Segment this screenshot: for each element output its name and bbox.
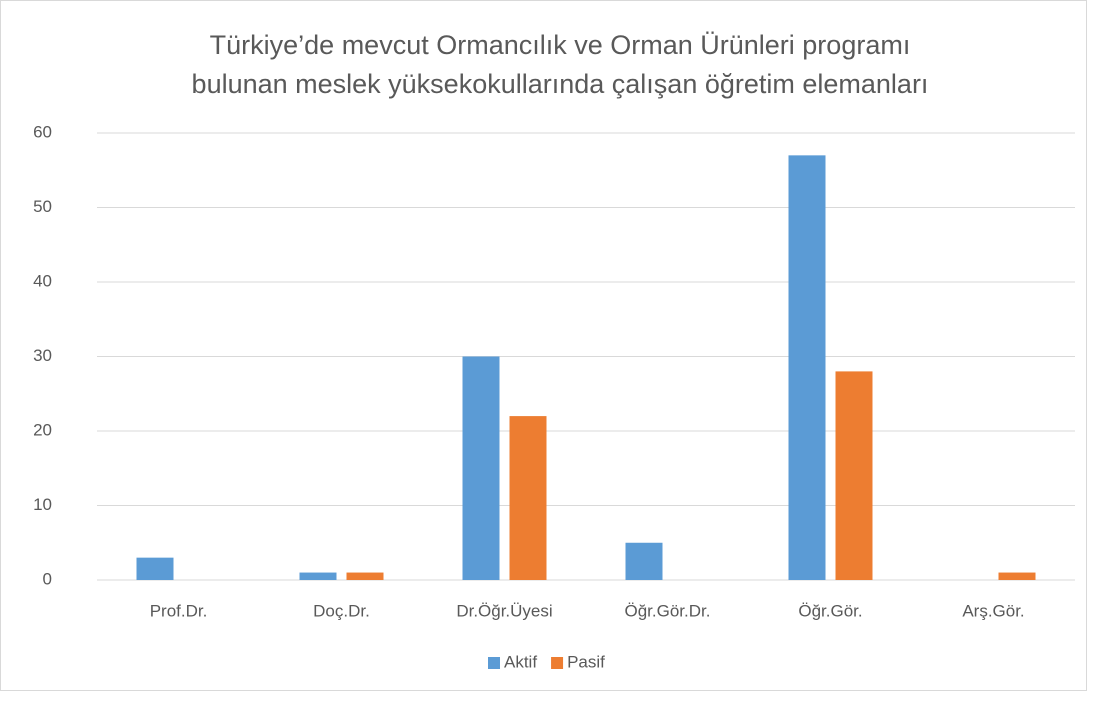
bar [462,356,500,580]
x-tick-label: Dr.Öğr.Üyesi [456,601,552,620]
x-tick-label: Prof.Dr. [150,601,208,620]
y-tick-label: 40 [33,271,52,290]
y-tick-label: 50 [33,197,52,216]
y-tick-label: 30 [33,346,52,365]
legend-swatch [488,657,500,669]
bar [788,155,826,580]
x-tick-label: Öğr.Gör.Dr. [625,601,711,620]
bar [625,542,663,580]
bar [998,572,1036,580]
legend-label: Pasif [567,652,605,671]
y-tick-label: 60 [33,122,52,141]
bar [299,572,337,580]
legend-label: Aktif [504,652,537,671]
chart-border [0,0,1087,691]
x-tick-label: Öğr.Gör. [798,601,862,620]
chart-title: Türkiye’de mevcut Ormancılık ve Orman Ür… [210,30,911,60]
chart-title: bulunan meslek yüksekokullarında çalışan… [192,69,929,99]
x-tick-label: Doç.Dr. [313,601,370,620]
y-tick-label: 20 [33,420,52,439]
y-tick-label: 10 [33,495,52,514]
legend-swatch [551,657,564,669]
bar [136,557,174,580]
bar [835,371,873,580]
bar [346,572,384,580]
x-tick-label: Arş.Gör. [962,601,1024,620]
y-tick-label: 0 [43,569,52,588]
bar [509,416,547,580]
